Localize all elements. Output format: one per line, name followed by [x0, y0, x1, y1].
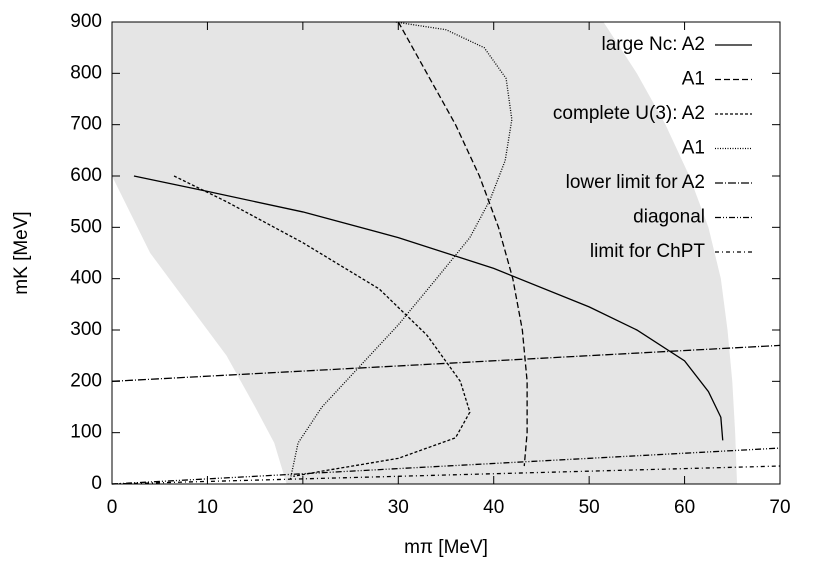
x-tick-label: 40: [483, 497, 504, 518]
legend-label: lower limit for A2: [566, 172, 705, 193]
x-axis-label: mπ [MeV]: [404, 537, 488, 558]
line: [133, 175, 724, 441]
y-tick-label: 700: [70, 114, 102, 135]
line: [111, 447, 781, 485]
legend-label: complete U(3): A2: [553, 103, 705, 124]
line: [111, 465, 781, 485]
x-tick-label: 50: [579, 497, 600, 518]
x-tick-label: 20: [292, 497, 313, 518]
legend-label: A1: [682, 69, 705, 90]
y-tick-label: 400: [70, 268, 102, 289]
x-tick-label: 70: [769, 497, 790, 518]
x-tick-label: 0: [107, 497, 118, 518]
legend-label: diagonal: [633, 207, 705, 228]
legend-label: limit for ChPT: [590, 241, 705, 262]
plot-frame: [111, 21, 781, 485]
y-axis-label: mK [MeV]: [11, 211, 32, 294]
line: [397, 21, 528, 467]
y-tick-label: 600: [70, 165, 102, 186]
y-tick-label: 500: [70, 216, 102, 237]
y-tick-label: 200: [70, 370, 102, 391]
legend-label: large Nc: A2: [602, 34, 706, 55]
x-tick-label: 30: [388, 497, 409, 518]
shaded-region: [112, 22, 738, 484]
y-tick-label: 100: [70, 422, 102, 443]
line: [111, 344, 781, 382]
y-tick-label: 800: [70, 62, 102, 83]
legend-label: A1: [682, 138, 705, 159]
y-tick-label: 0: [91, 473, 102, 494]
y-tick-label: 900: [70, 11, 102, 32]
x-tick-label: 60: [674, 497, 695, 518]
line: [173, 175, 471, 477]
x-tick-label: 10: [197, 497, 218, 518]
y-tick-label: 300: [70, 319, 102, 340]
